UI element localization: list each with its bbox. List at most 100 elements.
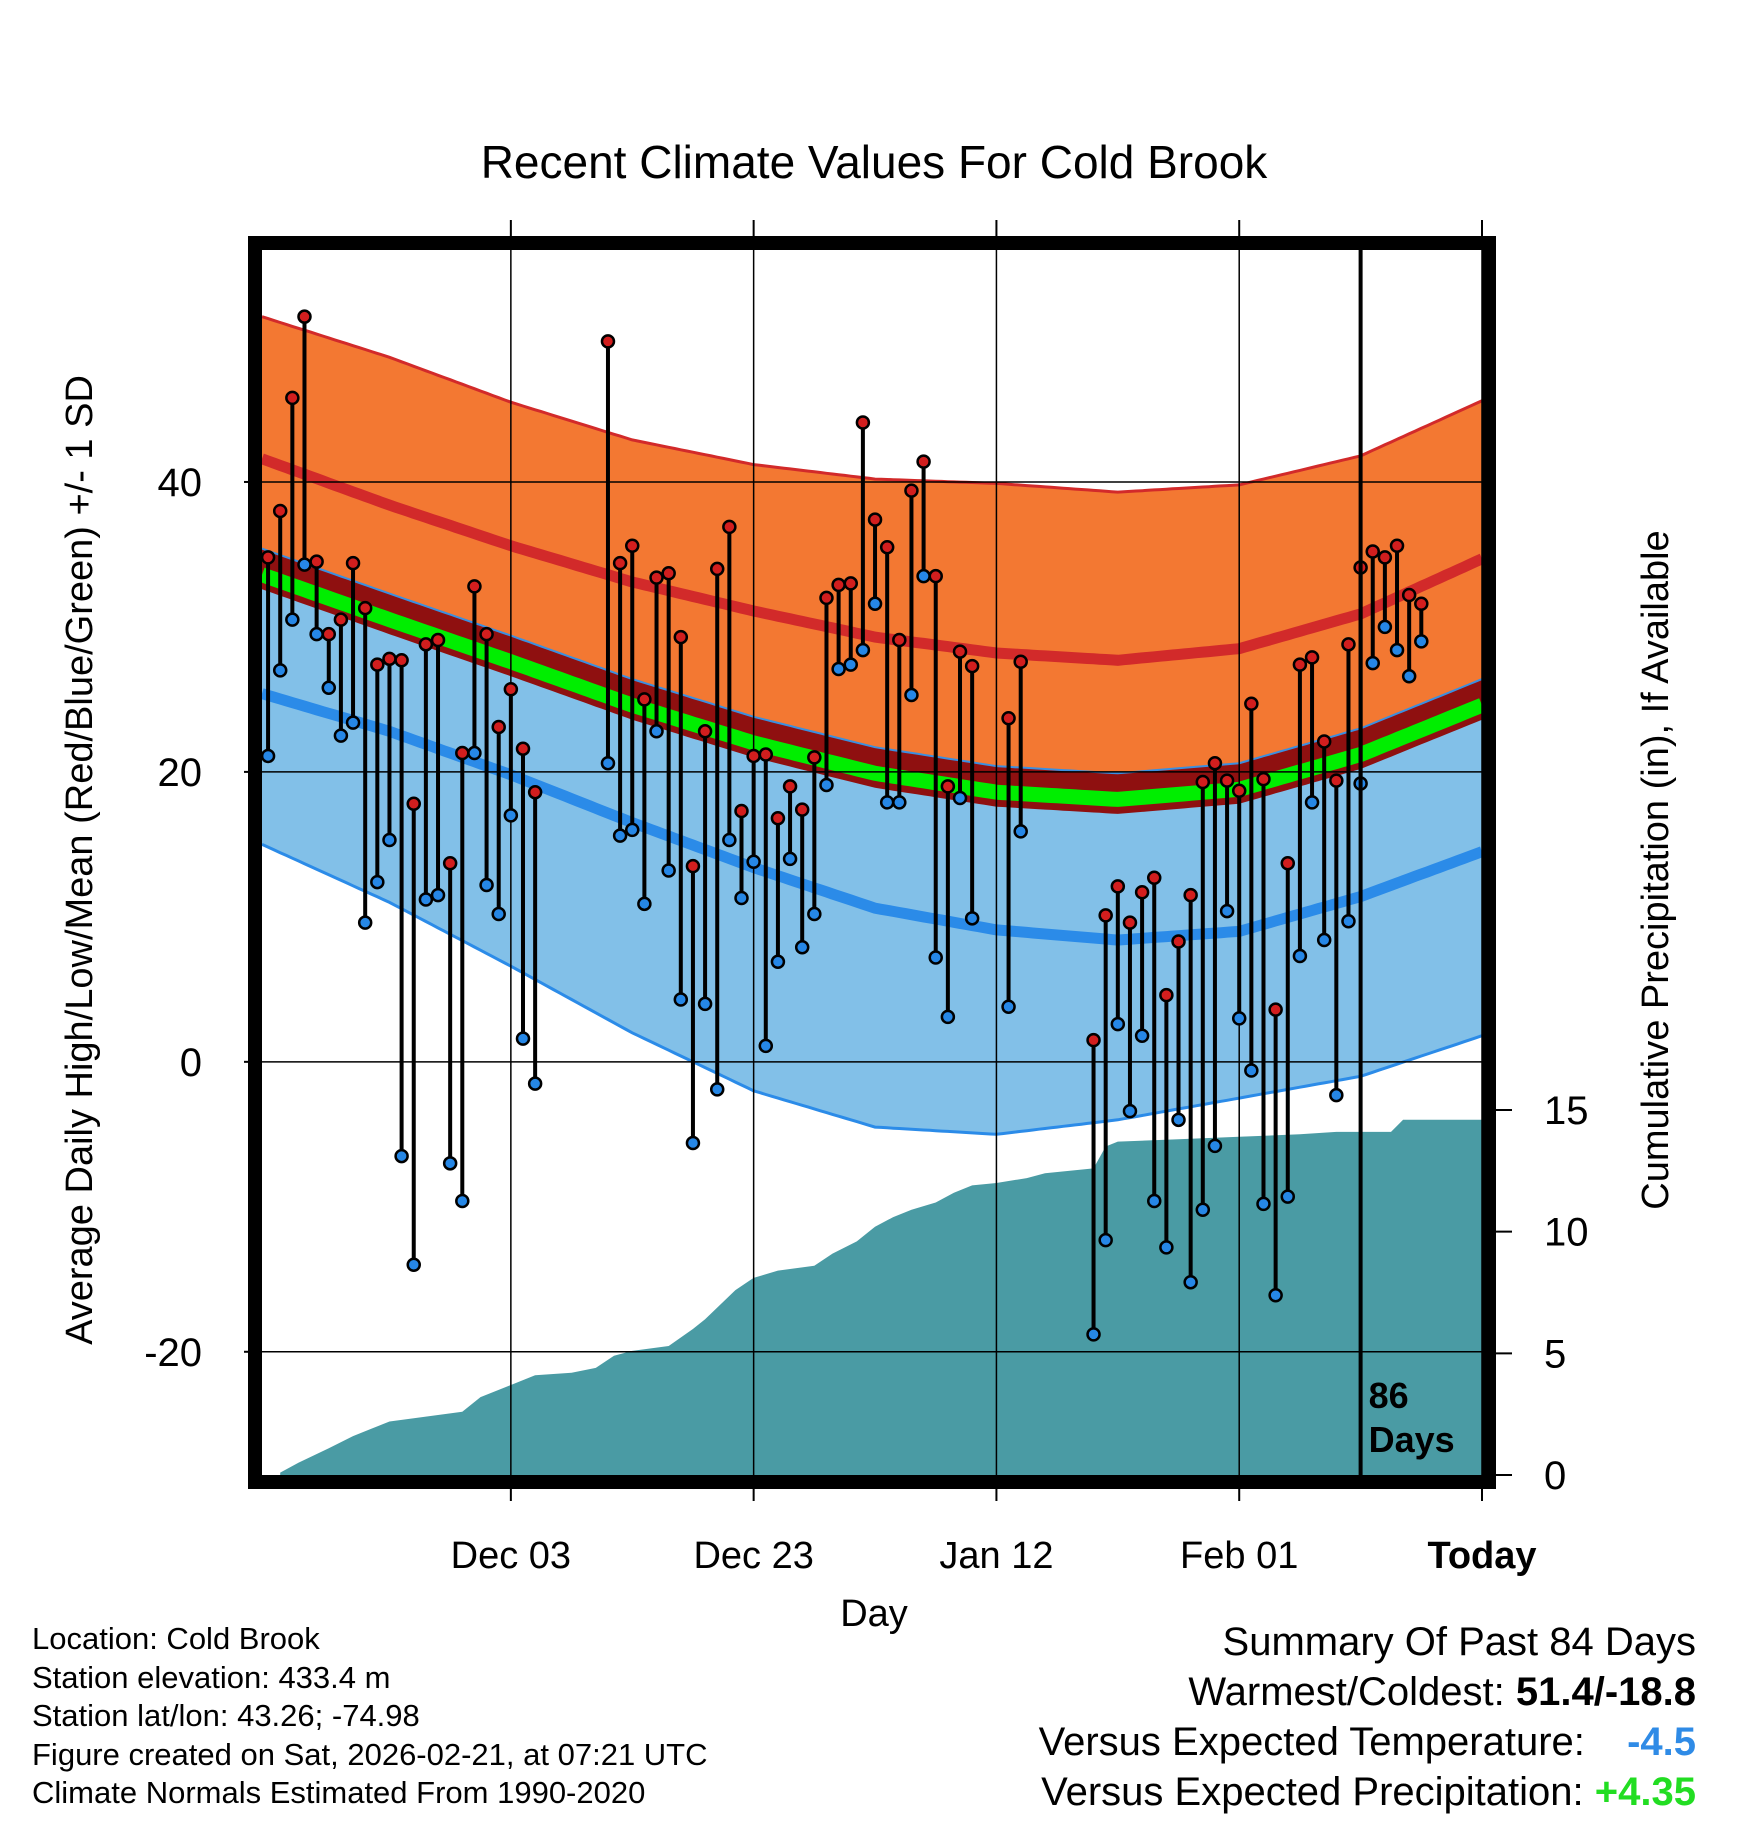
daily-low-point [1231,1011,1247,1026]
daily-high-point [1086,1032,1101,1048]
daily-high-point [1292,657,1308,672]
daily-low-point [503,808,519,823]
daily-low-point [370,874,385,890]
y-axis-label-left: Average Daily High/Low/Mean (Red/Blue/Gr… [59,375,101,1345]
extremes-value: 51.4/-18.8 [1515,1670,1696,1714]
daily-low-point [357,915,373,930]
daily-high-point [1341,637,1356,652]
daily-high-point [467,579,482,594]
daily-high-point [940,779,956,794]
y-tick-label-right: 10 [1544,1211,1589,1255]
daily-low-point [782,851,798,867]
daily-high-point [1414,596,1429,611]
daily-high-point [734,803,749,819]
y-tick-label-left: -20 [144,1331,202,1375]
daily-high-point [382,651,397,667]
daily-high-point [831,577,846,593]
precip-deviation-label: Versus Expected Precipitation: [1041,1770,1584,1814]
daily-high-point [418,637,434,652]
daily-low-point [418,892,434,907]
daily-low-point [1316,932,1332,948]
daily-high-point [503,682,519,697]
daily-high-point [867,512,883,527]
daily-high-point [1329,773,1344,788]
daily-high-point [782,779,798,794]
daily-low-point [1013,824,1028,839]
y-tick-label-right: 5 [1544,1332,1566,1376]
y-tick-label-left: 20 [158,751,203,795]
daily-high-point [285,390,300,406]
daily-low-point [758,1038,774,1054]
daily-low-point [904,687,919,703]
daily-high-point [1013,654,1028,669]
high-sd-upper-edge [262,315,1482,494]
daily-low-point [309,626,324,642]
daily-low-point [1183,1274,1198,1290]
daily-high-point [746,748,761,764]
daily-low-point [1134,1028,1150,1043]
daily-low-point [1219,903,1235,919]
days-count-label: 86 [1369,1375,1409,1416]
daily-low-point [722,832,737,848]
daily-low-point [406,1257,421,1273]
daily-high-point [1134,884,1150,900]
daily-high-point [1195,774,1211,790]
daily-low-point [916,568,931,584]
summary-panel: Summary Of Past 84 Days Warmest/Coldest:… [1039,1617,1696,1817]
daily-high-point [1401,587,1417,603]
daily-high-point [600,334,616,349]
daily-high-point [879,539,895,555]
daily-high-point [624,538,640,553]
daily-high-point [394,653,409,668]
daily-low-point [673,992,689,1007]
daily-low-point [1401,668,1417,684]
daily-high-point [1183,887,1198,903]
daily-high-point [685,858,701,874]
daily-low-point [685,1135,701,1151]
daily-low-point [321,680,337,696]
daily-low-point [430,887,446,903]
daily-low-point [262,748,276,764]
daily-high-point [1377,550,1393,565]
y-axis-label-right: Cumulative Precipitation (in), If Availa… [1635,530,1677,1209]
daily-low-point [285,612,300,627]
daily-high-point [1207,755,1223,771]
daily-high-point [406,796,421,812]
x-tick-label: Feb 01 [1180,1535,1298,1577]
daily-high-point [758,747,774,762]
daily-high-point [637,692,652,707]
x-tick-label: Dec 03 [451,1535,571,1577]
daily-low-point [831,661,846,677]
climate-normals-period: Climate Normals Estimated From 1990-2020 [32,1775,646,1810]
daily-high-point [442,855,458,871]
daily-low-point [527,1076,543,1091]
daily-high-point [297,309,312,324]
daily-high-point [928,568,943,584]
daily-low-point [442,1156,458,1171]
daily-high-point [1365,544,1380,559]
daily-low-point [734,890,749,906]
daily-high-point [1001,711,1016,726]
daily-low-point [272,663,288,678]
daily-high-point [964,658,980,674]
daily-high-point [321,626,337,642]
daily-high-point [527,784,543,800]
daily-low-point [964,911,980,926]
daily-high-point [794,802,810,817]
daily-low-point [940,1009,956,1025]
daily-high-point [333,612,349,627]
daily-high-point [952,644,968,659]
daily-low-point [1414,634,1429,649]
daily-high-point [770,811,786,826]
summary-title: Summary Of Past 84 Days [1222,1620,1696,1664]
daily-low-point [394,1148,409,1164]
daily-high-point [819,590,834,606]
daily-low-point [855,642,871,658]
daily-low-point [1159,1240,1174,1255]
daily-high-point [1256,771,1271,787]
daily-low-point [1365,655,1380,671]
daily-high-point [1122,915,1138,930]
daily-low-point [770,954,786,970]
daily-high-point [1268,1002,1283,1017]
daily-low-point [1304,795,1320,810]
